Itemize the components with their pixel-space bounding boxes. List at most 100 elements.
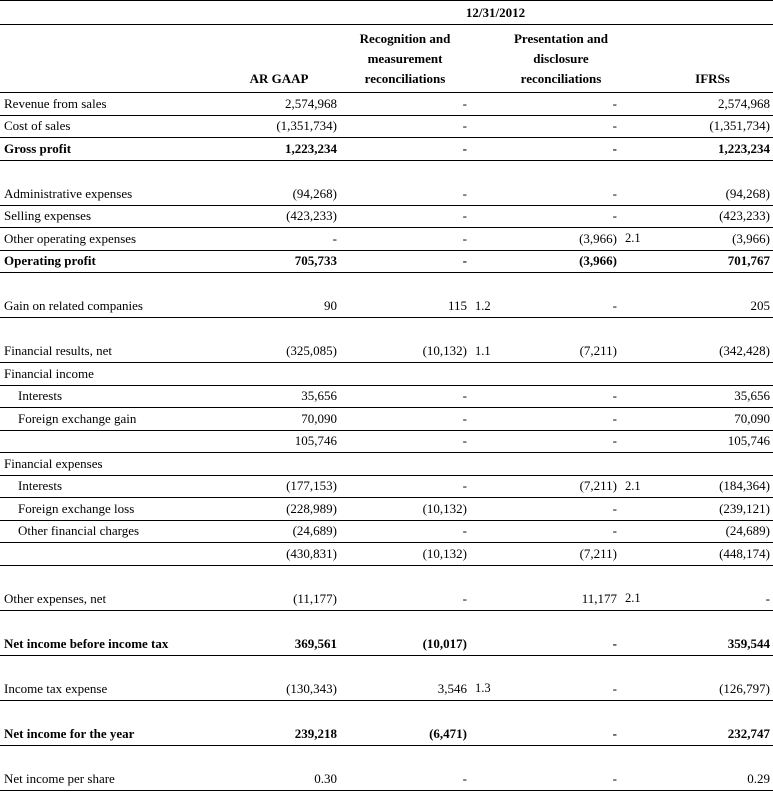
cell-recognition: - xyxy=(462,208,467,224)
cell-recognition-note: 1.1 xyxy=(475,343,491,358)
col-header-presentation-line3: reconciliations xyxy=(520,71,602,86)
cell-ar-gaap: (228,989) xyxy=(286,500,337,516)
cell-ifrs: (3,966) xyxy=(732,230,770,246)
cell-ifrs: 2,574,968 xyxy=(718,95,770,111)
cell-ar-gaap: (24,689) xyxy=(292,523,337,539)
spacer-row xyxy=(0,701,773,724)
cell-presentation: - xyxy=(612,118,617,134)
cell-ar-gaap: 239,218 xyxy=(294,725,337,741)
cell-presentation-note: 2.1 xyxy=(625,231,641,246)
cell-ar-gaap: 2,574,968 xyxy=(285,95,337,111)
cell-ifrs: 1,223,234 xyxy=(718,140,770,156)
cell-ifrs: 205 xyxy=(750,298,771,314)
cell-recognition: - xyxy=(462,95,467,111)
cell-ar-gaap: (1,351,734) xyxy=(276,118,337,134)
cell-recognition: (6,471) xyxy=(429,725,467,741)
row-label: Foreign exchange gain xyxy=(18,410,137,426)
row-label: Income tax expense xyxy=(4,680,108,696)
cell-recognition: - xyxy=(462,230,467,246)
table-row: Foreign exchange gain 70,090 - - 70,090 xyxy=(0,408,773,431)
cell-ifrs: (184,364) xyxy=(719,478,770,494)
cell-presentation: - xyxy=(612,185,617,201)
col-header-recognition-line3: reconciliations xyxy=(364,71,446,86)
cell-ar-gaap: 369,561 xyxy=(294,635,337,651)
cell-recognition: - xyxy=(462,433,467,449)
cell-recognition: - xyxy=(462,388,467,404)
cell-ar-gaap: 70,090 xyxy=(301,410,337,426)
row-label: Other expenses, net xyxy=(4,590,107,606)
row-label: Cost of sales xyxy=(4,118,71,134)
table-row: Financial income xyxy=(0,363,773,386)
cell-presentation: - xyxy=(612,770,617,786)
row-label: Other financial charges xyxy=(18,523,140,539)
table-row: Administrative expenses (94,268) - - (94,268… xyxy=(0,183,773,206)
table-row: Foreign exchange loss (228,989) (10,132) - (… xyxy=(0,498,773,521)
row-label: Net income for the year xyxy=(4,725,135,741)
cell-ar-gaap: (130,343) xyxy=(286,680,337,696)
table-row: Income tax expense (130,343) 3,546 1.3 - (126… xyxy=(0,678,773,701)
cell-ifrs: - xyxy=(765,590,770,606)
spacer-row xyxy=(0,611,773,634)
row-label: Interests xyxy=(18,478,63,494)
table-row: Cost of sales (1,351,734) - - (1,351,734) xyxy=(0,116,773,138)
table-row: Interests (177,153) - (7,211) 2.1 (184,364) xyxy=(0,476,773,498)
col-header-recognition-line2: measurement xyxy=(367,51,443,66)
col-header-ar-gaap: AR GAAP xyxy=(249,71,309,86)
cell-ifrs: (342,428) xyxy=(719,343,770,359)
row-label: Net income per share xyxy=(4,770,115,786)
row-label: Gain on related companies xyxy=(4,298,143,314)
date-row: 12/31/2012 xyxy=(0,1,773,25)
cell-ar-gaap: - xyxy=(332,230,337,246)
cell-presentation-note: 2.1 xyxy=(625,591,641,606)
table-row: Net income for the year 239,218 (6,471) - 23… xyxy=(0,723,773,746)
cell-ifrs: 232,747 xyxy=(727,725,770,741)
spacer-row xyxy=(0,273,773,296)
cell-presentation: - xyxy=(612,523,617,539)
row-label: Financial results, net xyxy=(4,343,112,359)
row-label: Selling expenses xyxy=(4,208,92,224)
cell-ifrs: 35,656 xyxy=(734,388,770,404)
cell-presentation: - xyxy=(612,410,617,426)
col-header-presentation-line2: disclosure xyxy=(533,51,589,66)
cell-ar-gaap: (177,153) xyxy=(286,478,337,494)
cell-recognition: 3,546 xyxy=(437,680,467,696)
table-row: Other operating expenses - - (3,966) 2.1 (3,9… xyxy=(0,228,773,251)
cell-presentation: - xyxy=(612,208,617,224)
row-label: Financial expenses xyxy=(4,455,103,471)
cell-recognition: 115 xyxy=(447,298,467,314)
table-row: Interests 35,656 - - 35,656 xyxy=(0,386,773,408)
col-header-recognition-line1: Recognition and xyxy=(359,31,451,46)
cell-presentation: - xyxy=(612,95,617,111)
cell-presentation: - xyxy=(612,725,617,741)
cell-presentation: (7,211) xyxy=(579,545,617,561)
row-label: Other operating expenses xyxy=(4,230,137,246)
cell-recognition: - xyxy=(462,590,467,606)
cell-ifrs: 359,544 xyxy=(727,635,770,651)
cell-presentation: (7,211) xyxy=(579,478,617,494)
cell-presentation: - xyxy=(612,635,617,651)
cell-recognition: - xyxy=(462,523,467,539)
cell-recognition: (10,017) xyxy=(422,635,467,651)
cell-ar-gaap: (325,085) xyxy=(286,343,337,359)
cell-ar-gaap: 1,223,234 xyxy=(285,140,337,156)
cell-recognition: - xyxy=(462,118,467,134)
cell-recognition-note: 1.2 xyxy=(475,298,491,313)
cell-recognition: - xyxy=(462,410,467,426)
cell-ifrs: (423,233) xyxy=(719,208,770,224)
cell-presentation: - xyxy=(612,680,617,696)
cell-ar-gaap: (423,233) xyxy=(286,208,337,224)
cell-ifrs: (24,689) xyxy=(725,523,770,539)
table-row: Financial results, net (325,085) (10,132) 1… xyxy=(0,341,773,363)
spacer-row xyxy=(0,161,773,184)
cell-ar-gaap: 705,733 xyxy=(294,253,337,269)
spacer-row xyxy=(0,566,773,589)
cell-ar-gaap: 105,746 xyxy=(294,433,337,449)
cell-presentation: (7,211) xyxy=(579,343,617,359)
cell-ar-gaap: (94,268) xyxy=(292,185,337,201)
cell-recognition: (10,132) xyxy=(422,545,467,561)
row-label: Foreign exchange loss xyxy=(18,500,135,516)
cell-presentation: - xyxy=(612,500,617,516)
cell-ifrs: 701,767 xyxy=(727,253,770,269)
cell-presentation: - xyxy=(612,388,617,404)
col-header-recognition: Recognition and measurement reconciliati… xyxy=(340,29,470,89)
